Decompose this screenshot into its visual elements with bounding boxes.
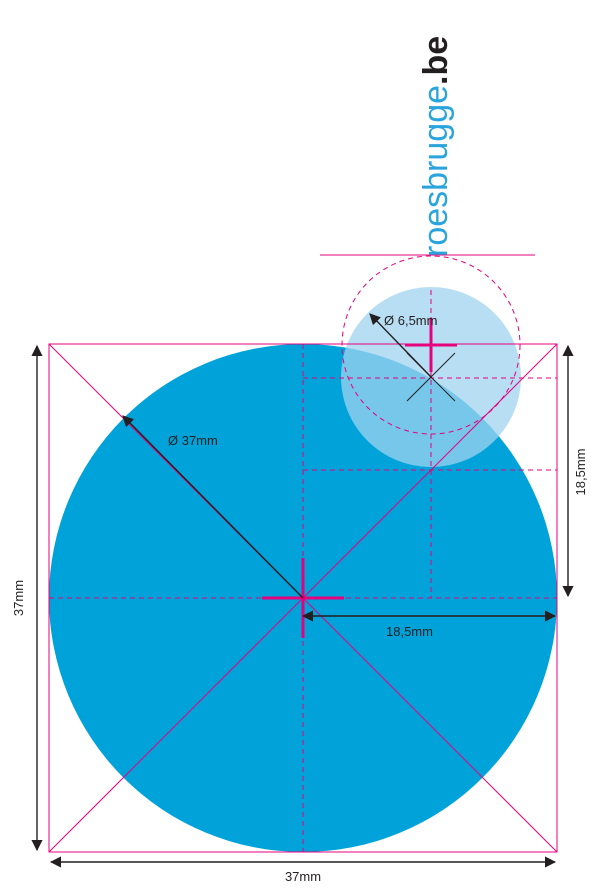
brand-logo-text: roesbrugge.be xyxy=(417,36,455,257)
brand-tld: .be xyxy=(417,36,455,85)
center-cross-small xyxy=(405,318,457,372)
brand-name: roesbrugge xyxy=(417,85,455,257)
height-label: 37mm xyxy=(11,580,26,616)
diameter-small-dimension-line xyxy=(369,313,432,378)
diameter-large-label: Ø 37mm xyxy=(168,433,218,448)
dimension-lines xyxy=(31,313,574,868)
diameter-small-label: Ø 6,5mm xyxy=(384,313,437,328)
diameter-large-dimension-line xyxy=(122,415,304,599)
radius-horizontal-label: 18,5mm xyxy=(386,624,433,639)
small-circle-outline xyxy=(341,255,521,435)
width-label: 37mm xyxy=(285,869,321,884)
radius-vertical-label: 18,5mm xyxy=(573,449,588,496)
